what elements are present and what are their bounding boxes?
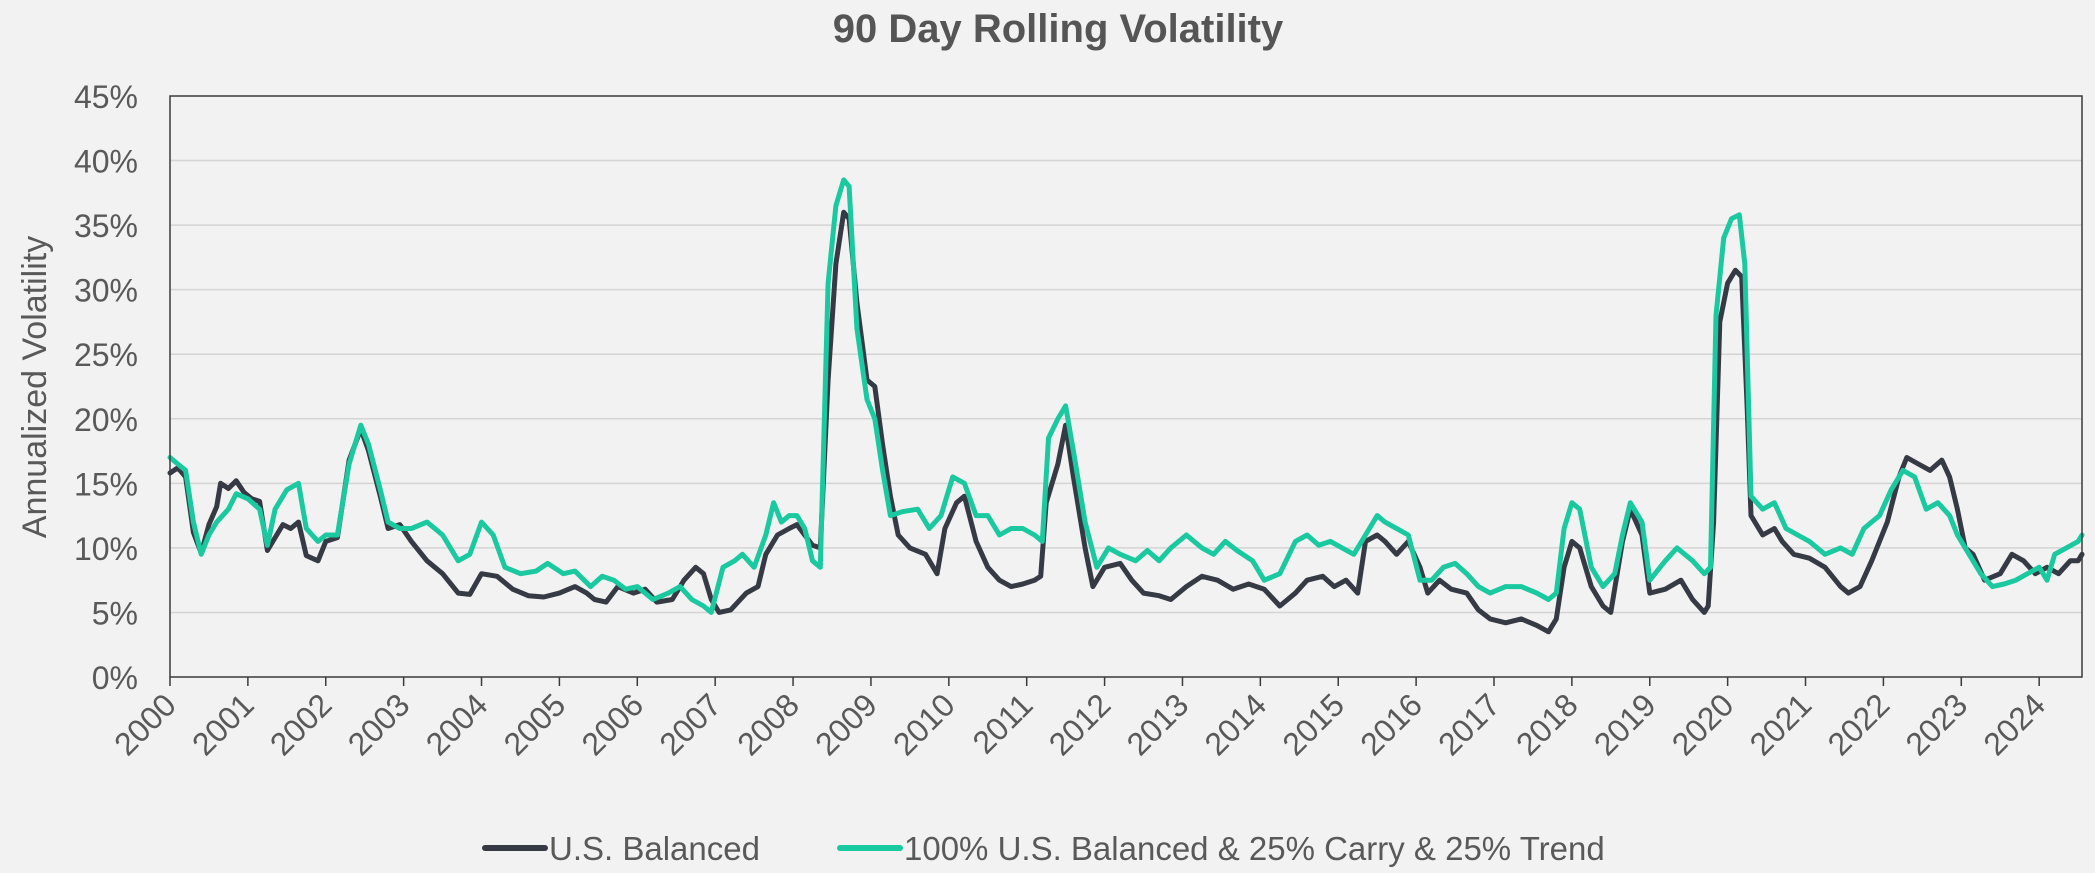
- x-tick-label: 2012: [1042, 686, 1118, 762]
- legend: U.S. Balanced 100% U.S. Balanced & 25% Ca…: [482, 830, 1605, 867]
- x-axis-ticks: 2000 2001 2002 2003 2004 2005 2006 2007 2008 2009…: [107, 677, 2052, 762]
- x-tick-label: 2000: [107, 686, 183, 762]
- x-tick-label: 2011: [966, 686, 1040, 760]
- y-tick-label: 25%: [74, 337, 138, 373]
- x-tick-label: 2015: [1275, 686, 1351, 762]
- series-line-1: [167, 209, 2085, 635]
- x-tick-label: 2023: [1898, 686, 1974, 762]
- y-tick-label: 35%: [74, 208, 138, 244]
- y-tick-label: 0%: [92, 660, 138, 696]
- x-tick-label: 2010: [886, 686, 962, 762]
- y-tick-label: 20%: [74, 402, 138, 438]
- x-tick-label: 2013: [1120, 686, 1196, 762]
- x-tick-label: 2001: [185, 686, 261, 762]
- x-tick-label: 2014: [1198, 686, 1274, 762]
- x-tick-label: 2020: [1665, 686, 1741, 762]
- legend-label-2: 100% U.S. Balanced & 25% Carry & 25% Tre…: [904, 830, 1605, 867]
- chart-title: 90 Day Rolling Volatility: [833, 7, 1284, 51]
- y-tick-label: 15%: [74, 466, 138, 502]
- y-tick-label: 40%: [74, 144, 138, 180]
- plot-frame: [169, 95, 2083, 678]
- y-tick-label: 5%: [92, 595, 138, 631]
- x-tick-label: 2002: [263, 686, 339, 762]
- x-tick-label: 2021: [1743, 686, 1819, 762]
- x-tick-label: 2019: [1587, 686, 1663, 762]
- y-tick-label: 10%: [74, 531, 138, 567]
- y-axis-label: Annualized Volatility: [16, 236, 54, 538]
- x-tick-label: 2009: [808, 686, 884, 762]
- x-tick-label: 2004: [419, 686, 495, 762]
- x-tick-label: 2016: [1353, 686, 1429, 762]
- x-tick-label: 2022: [1821, 686, 1897, 762]
- x-tick-label: 2008: [730, 686, 806, 762]
- y-axis-ticks: 0% 5% 10% 15% 20% 25% 30% 35% 40% 45%: [74, 79, 138, 696]
- x-tick-label: 2003: [341, 686, 417, 762]
- y-tick-label: 45%: [74, 79, 138, 115]
- x-tick-label: 2005: [497, 686, 573, 762]
- series-line-2: [167, 177, 2085, 615]
- x-tick-label: 2018: [1509, 686, 1585, 762]
- legend-label-1: U.S. Balanced: [549, 830, 760, 867]
- gridlines: [170, 159, 2082, 614]
- x-tick-label: 2007: [652, 686, 728, 762]
- x-tick-label: 2017: [1431, 686, 1507, 762]
- series-layer: [167, 177, 2085, 635]
- x-tick-label: 2024: [1976, 686, 2052, 762]
- x-tick-label: 2006: [574, 686, 650, 762]
- y-tick-label: 30%: [74, 273, 138, 309]
